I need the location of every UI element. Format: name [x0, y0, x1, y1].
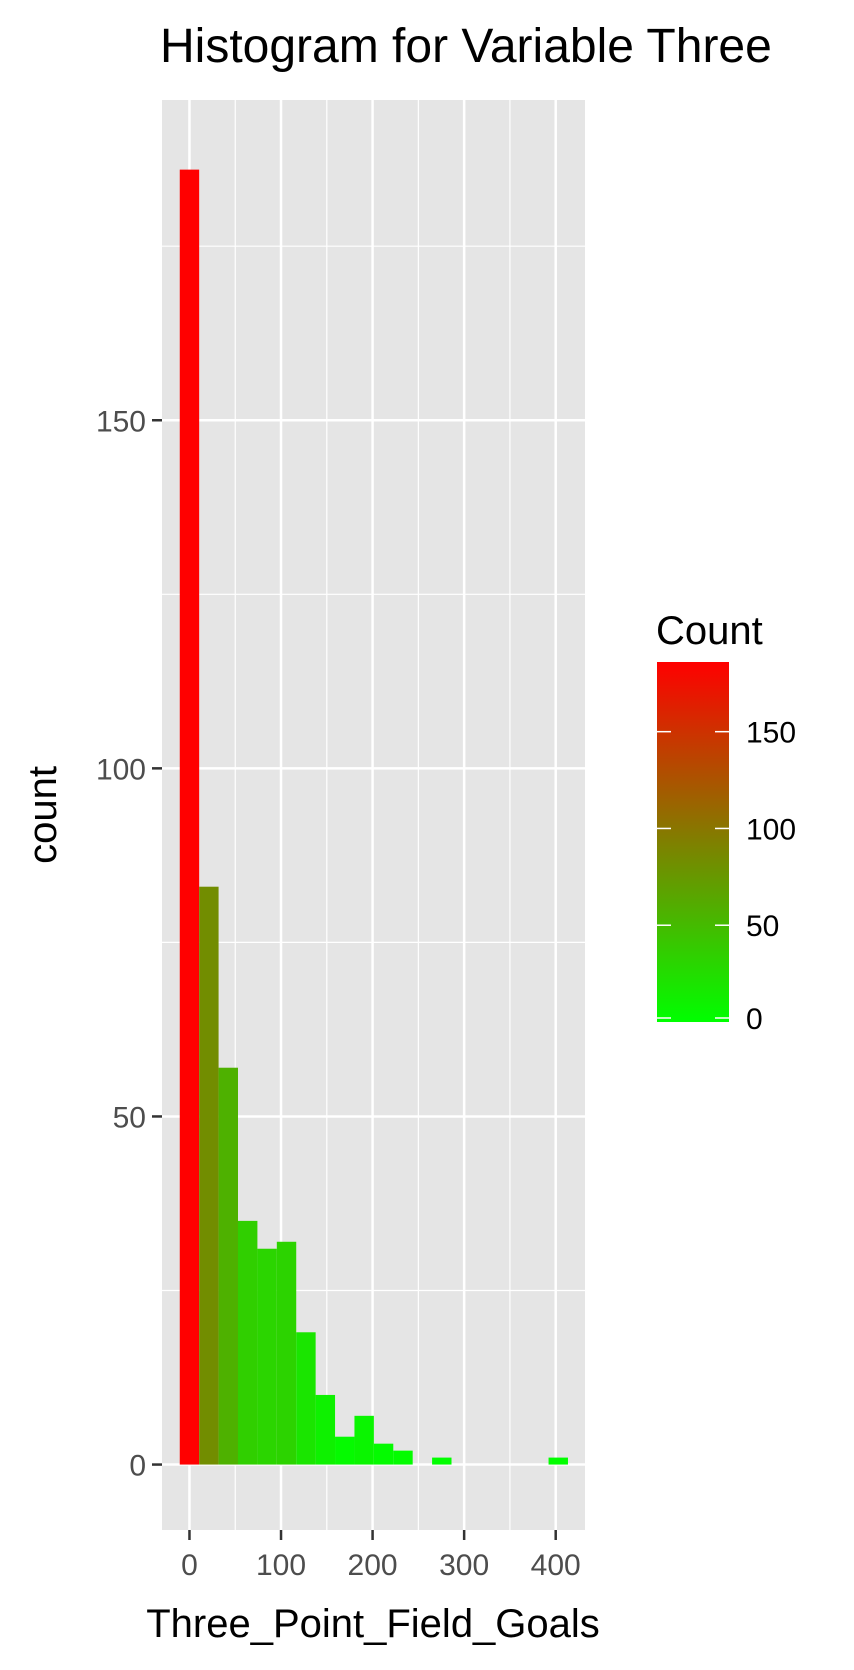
histogram-bar: [237, 1220, 258, 1465]
legend-label: 0: [746, 1003, 763, 1036]
chart-title: Histogram for Variable Three: [160, 20, 772, 73]
legend-title: Count: [656, 609, 763, 653]
legend-ticks: 0 50 100 150: [657, 717, 796, 1036]
x-tick-label: 0: [181, 1549, 198, 1582]
histogram-bar: [315, 1394, 336, 1465]
x-tick-label: 300: [439, 1549, 489, 1582]
histogram-bar: [393, 1450, 413, 1465]
y-axis: 0 50 100 150: [96, 405, 162, 1483]
x-tick-label: 200: [348, 1549, 398, 1582]
histogram-bar: [354, 1415, 374, 1465]
x-tick-label: 400: [531, 1549, 581, 1582]
x-tick-label: 100: [256, 1549, 306, 1582]
histogram-bar: [199, 886, 219, 1465]
legend-colorbar: [657, 662, 729, 1022]
y-tick-label: 50: [113, 1101, 146, 1134]
histogram-bar: [335, 1436, 355, 1465]
x-axis: 0 100 200 300 400: [181, 1530, 581, 1582]
y-axis-title: count: [21, 766, 65, 864]
histogram-bar: [276, 1241, 297, 1465]
legend-label: 150: [746, 717, 796, 750]
x-axis-title: Three_Point_Field_Goals: [146, 1602, 600, 1646]
histogram-bar: [218, 1067, 238, 1465]
legend-label: 50: [746, 910, 779, 943]
legend-label: 100: [746, 813, 796, 846]
y-tick-label: 150: [96, 405, 146, 438]
y-tick-label: 0: [129, 1450, 146, 1483]
histogram-bar: [179, 169, 200, 1465]
y-tick-label: 100: [96, 753, 146, 786]
histogram-bar: [548, 1457, 568, 1465]
histogram-bar: [257, 1248, 277, 1465]
histogram-bars: [179, 169, 568, 1465]
histogram-bar: [296, 1332, 316, 1465]
histogram-bar: [432, 1457, 452, 1465]
legend: Count 0 50 100 150: [656, 609, 796, 1036]
histogram-bar: [373, 1443, 394, 1465]
